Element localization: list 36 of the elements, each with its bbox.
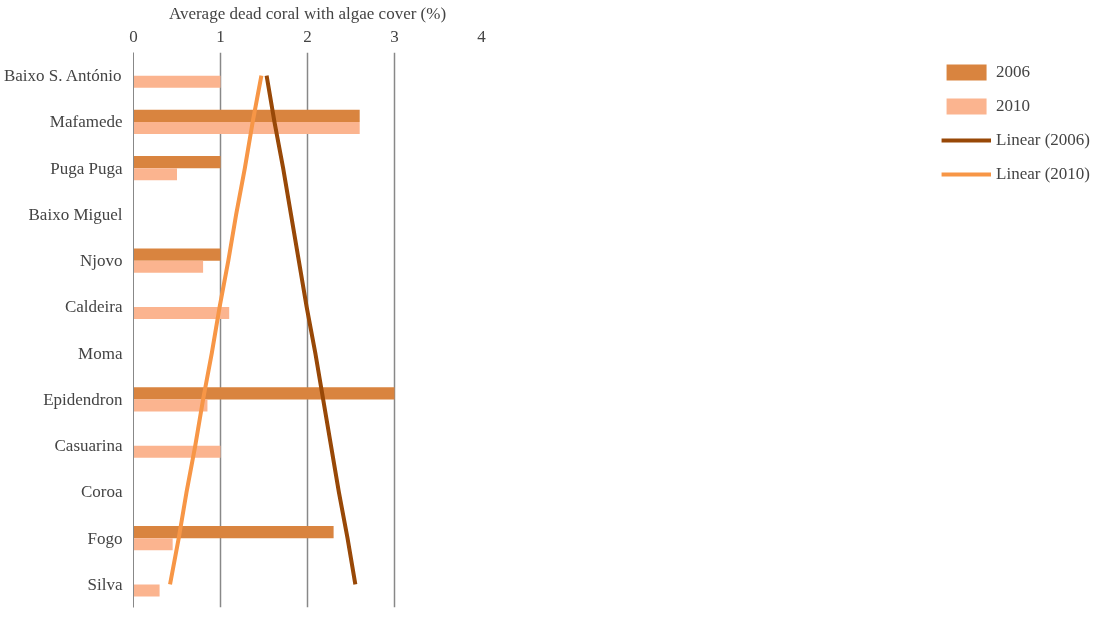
y-tick-label: Silva (87, 574, 123, 594)
x-tick-label: 2 (303, 26, 312, 46)
y-tick-label: Baixo Miguel (28, 204, 123, 224)
y-tick-label: Baixo S. António (3, 66, 122, 86)
y-tick-label: Moma (78, 343, 123, 363)
bar (133, 168, 177, 181)
bar (133, 109, 360, 122)
y-tick-label: Casuarina (54, 436, 123, 456)
y-tick-label: Mafamede (49, 112, 123, 132)
y-tick-label: Caldeira (64, 297, 123, 317)
bar (133, 584, 160, 597)
y-tick-label: Fogo (87, 528, 123, 548)
bar (133, 260, 204, 273)
x-tick-label: 1 (216, 26, 225, 46)
x-tick-label: 4 (477, 26, 487, 46)
x-axis-title: Average dead coral with algae cover (%) (168, 3, 447, 23)
x-tick-label: 0 (129, 26, 138, 46)
bar (133, 399, 208, 412)
legend-label: Linear (2010) (996, 164, 1090, 184)
bar (133, 526, 334, 539)
bar (133, 387, 395, 400)
x-tick-label: 3 (390, 26, 399, 46)
bar (133, 538, 173, 551)
y-tick-label: Njovo (80, 251, 123, 271)
legend-label: 2006 (996, 62, 1031, 82)
legend-label: Linear (2006) (996, 130, 1090, 150)
y-tick-label: Epidendron (43, 389, 123, 409)
bar (133, 306, 230, 319)
bar (133, 75, 221, 88)
bar (133, 445, 221, 458)
bar (133, 121, 360, 134)
bar (133, 156, 221, 169)
y-tick-label: Puga Puga (50, 158, 123, 178)
y-tick-label: Coroa (80, 482, 123, 502)
legend-label: 2010 (996, 96, 1031, 116)
bar (133, 248, 221, 261)
